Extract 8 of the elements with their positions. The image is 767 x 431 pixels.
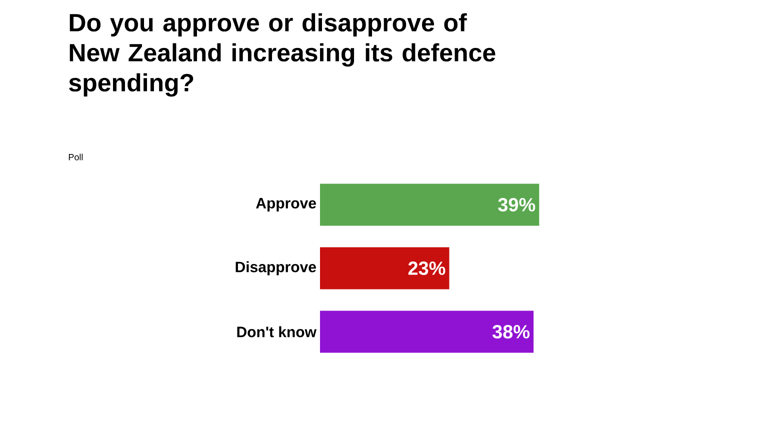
data-label: 38%	[492, 325, 530, 338]
data-label: 39%	[498, 198, 536, 212]
y-tick-label: Disapprove	[236, 261, 316, 276]
y-tick-label: Approve	[256, 198, 316, 212]
text: Poll	[68, 154, 83, 160]
chart-title: Do you approve or disapprove of New Zealand increasing its defence spending?	[69, 13, 496, 97]
data-label: 23%	[408, 262, 446, 275]
y-tick-label: Don't know	[237, 326, 317, 338]
